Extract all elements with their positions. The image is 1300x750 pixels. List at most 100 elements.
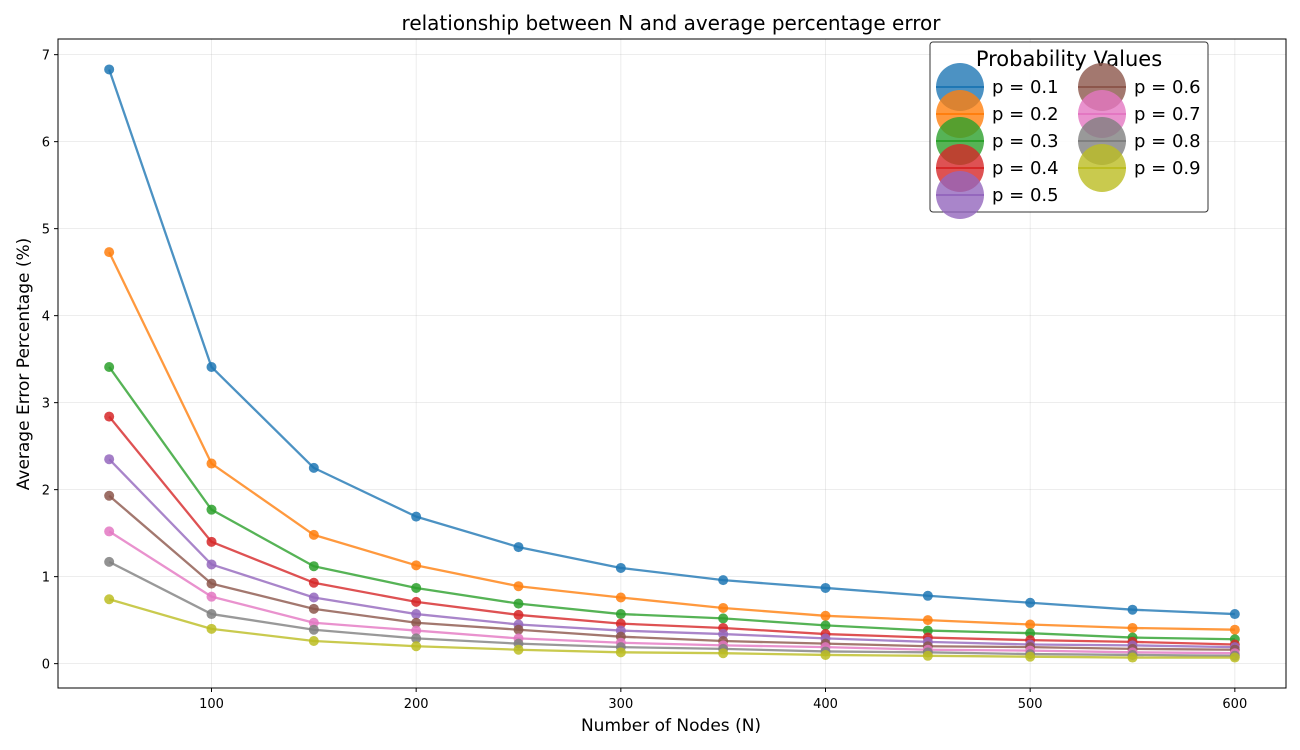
data-point — [104, 556, 115, 567]
y-tick-label: 3 — [42, 397, 50, 412]
data-point — [1025, 628, 1036, 639]
data-point — [615, 562, 626, 573]
data-point — [411, 633, 422, 644]
ticks: 100 200 300 400 500 600 0 1 2 3 4 5 6 7 — [42, 49, 1248, 712]
data-point — [308, 617, 319, 628]
x-tick-label: 300 — [608, 697, 633, 712]
data-point — [513, 542, 524, 553]
data-point — [206, 609, 217, 620]
legend-box — [929, 41, 1209, 213]
y-tick-label: 7 — [42, 49, 50, 64]
data-point — [411, 609, 422, 620]
data-point — [206, 559, 217, 570]
legend-label: p = 0.1 — [992, 77, 1059, 98]
series-p-0-9 — [104, 594, 1240, 663]
series-line — [108, 251, 1235, 631]
legend-label: p = 0.8 — [1134, 131, 1201, 152]
legend-title: Probability Values — [976, 47, 1162, 71]
data-point — [1127, 604, 1138, 615]
data-point — [922, 615, 933, 626]
x-tick-label: 600 — [1222, 697, 1247, 712]
legend-label: p = 0.6 — [1134, 77, 1201, 98]
data-point — [615, 592, 626, 603]
data-point — [820, 610, 831, 621]
data-point — [513, 609, 524, 620]
data-point — [820, 620, 831, 631]
series-p-0-1 — [104, 64, 1240, 620]
data-point — [411, 560, 422, 571]
legend-label: p = 0.7 — [1134, 104, 1201, 125]
data-point — [718, 613, 729, 624]
data-point — [513, 598, 524, 609]
series-line — [108, 69, 1235, 616]
data-point — [206, 591, 217, 602]
data-point — [104, 526, 115, 537]
data-point — [206, 504, 217, 515]
data-point — [104, 490, 115, 501]
data-point — [104, 411, 115, 422]
data-point — [820, 582, 831, 593]
data-point — [104, 594, 115, 605]
data-point — [513, 624, 524, 635]
legend: Probability Values p = 0.1 p = 0.2 p = 0.3… — [929, 41, 1209, 219]
series-p-0-2 — [104, 247, 1240, 635]
legend-entry: p = 0.5 — [936, 171, 1059, 219]
legend-label: p = 0.9 — [1134, 158, 1201, 179]
series-p-0-5 — [104, 454, 1240, 653]
data-point — [411, 596, 422, 607]
y-tick-label: 0 — [42, 658, 50, 673]
data-point — [206, 458, 217, 469]
legend-entry: p = 0.9 — [1078, 144, 1201, 192]
y-axis-label: Average Error Percentage (%) — [14, 238, 34, 491]
legend-label: p = 0.4 — [992, 158, 1059, 179]
x-tick-label: 100 — [199, 697, 224, 712]
x-tick-label: 200 — [404, 697, 429, 712]
series-layer — [104, 64, 1240, 663]
data-point — [206, 623, 217, 634]
data-point — [1127, 652, 1138, 663]
y-tick-label: 1 — [42, 571, 50, 586]
series-line — [108, 530, 1235, 655]
data-point — [1025, 651, 1036, 662]
data-point — [308, 636, 319, 647]
data-point — [411, 511, 422, 522]
data-point — [513, 581, 524, 592]
y-tick-label: 6 — [42, 136, 50, 151]
data-point — [308, 529, 319, 540]
data-point — [1025, 619, 1036, 630]
data-point — [411, 625, 422, 636]
data-point — [513, 644, 524, 655]
y-tick-label: 5 — [42, 223, 50, 238]
data-point — [615, 618, 626, 629]
data-point — [308, 603, 319, 614]
data-point — [615, 609, 626, 620]
data-point — [206, 536, 217, 547]
data-point — [922, 650, 933, 661]
x-tick-label: 500 — [1018, 697, 1043, 712]
y-tick-label: 4 — [42, 310, 50, 325]
data-point — [718, 602, 729, 613]
series-p-0-6 — [104, 490, 1240, 655]
series-line — [108, 415, 1235, 646]
series-line — [108, 458, 1235, 649]
data-point — [308, 592, 319, 603]
data-point — [411, 582, 422, 593]
data-point — [308, 462, 319, 473]
data-point — [104, 454, 115, 465]
plot-frame — [57, 38, 1287, 689]
legend-label: p = 0.3 — [992, 131, 1059, 152]
legend-label: p = 0.5 — [992, 185, 1059, 206]
x-axis-label: Number of Nodes (N) — [581, 716, 761, 736]
data-point — [1025, 597, 1036, 608]
data-point — [718, 629, 729, 640]
data-point — [922, 590, 933, 601]
data-point — [308, 561, 319, 572]
series-line — [108, 494, 1235, 651]
data-point — [1127, 622, 1138, 633]
data-point — [718, 648, 729, 659]
data-point — [922, 625, 933, 636]
legend-entries: p = 0.1 p = 0.2 p = 0.3 p = 0.4 p = 0.5 p = 0… — [936, 63, 1201, 219]
data-point — [615, 647, 626, 658]
data-point — [1229, 609, 1240, 620]
